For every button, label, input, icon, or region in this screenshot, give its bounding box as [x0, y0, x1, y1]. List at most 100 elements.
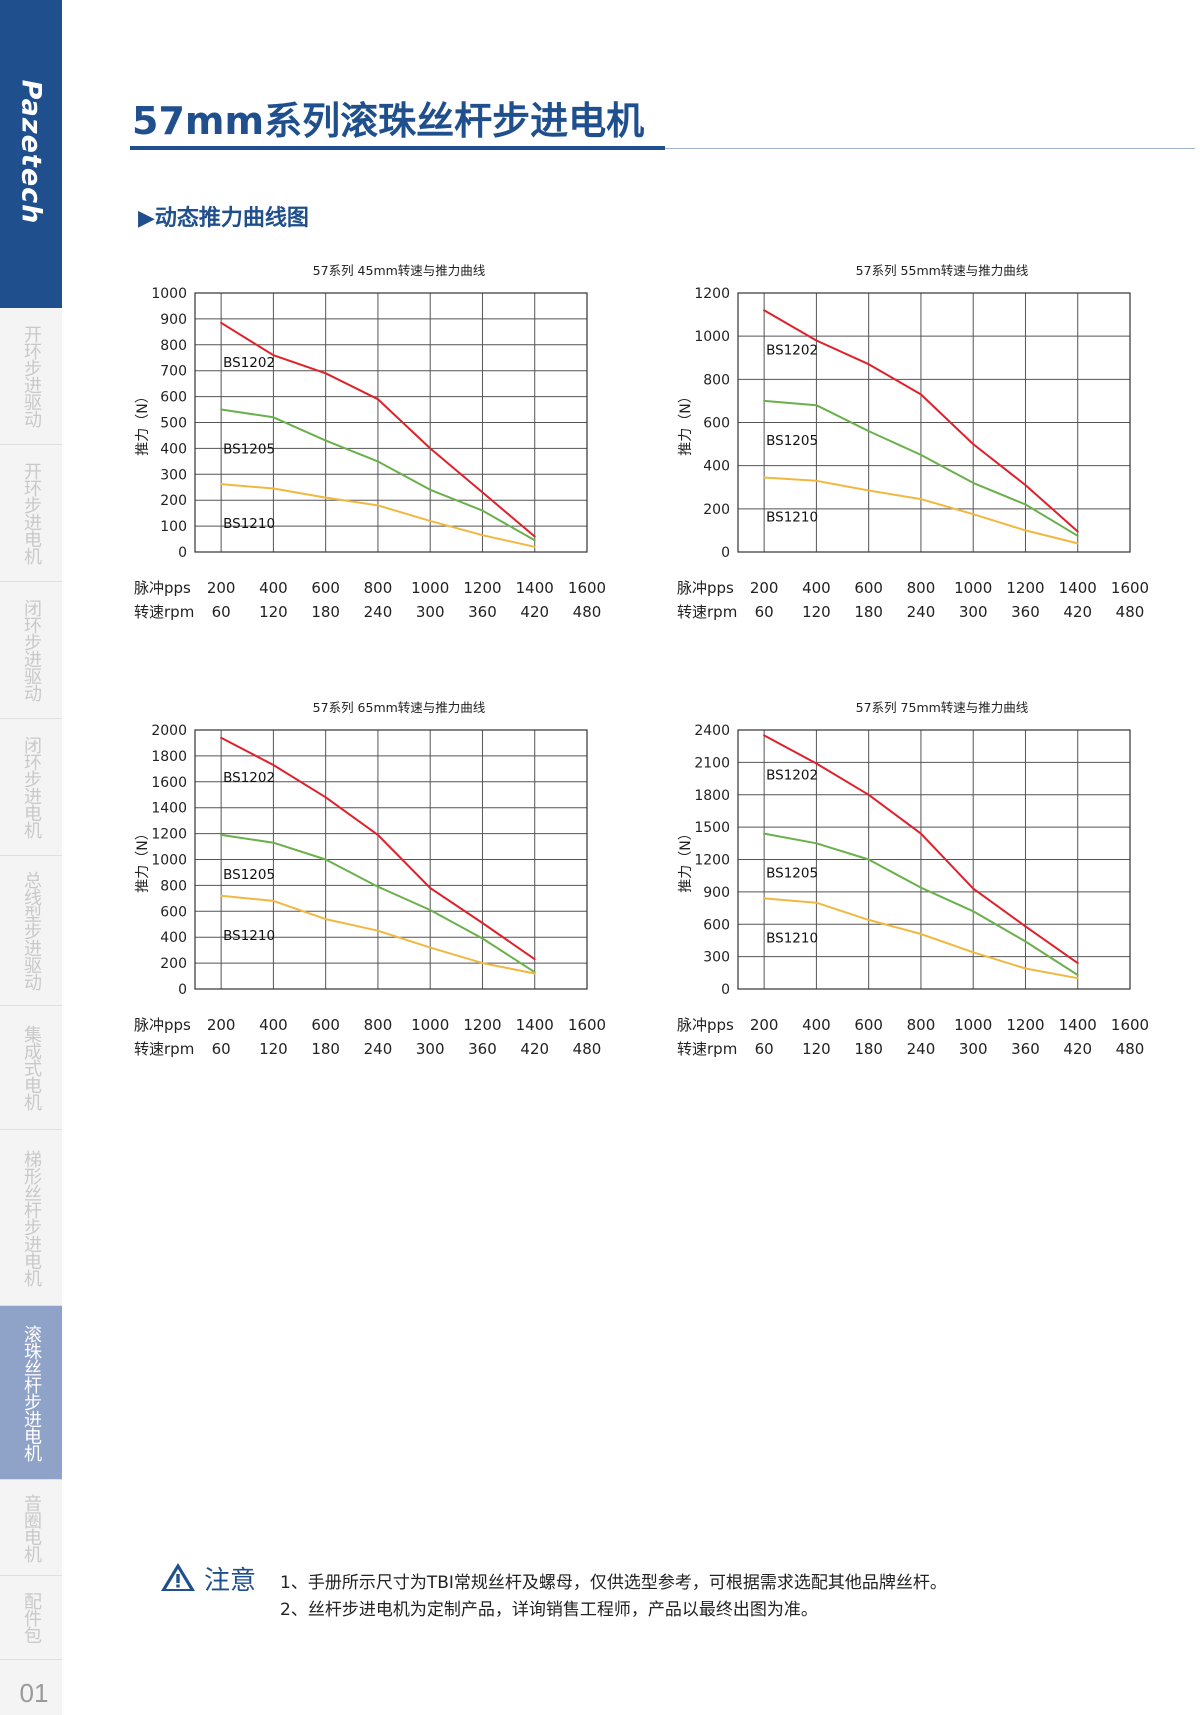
x-tick-pps: 200 [207, 1016, 236, 1034]
y-tick-label: 500 [160, 416, 187, 432]
series-label-bs1205: BS1205 [223, 867, 275, 883]
x-tick-rpm: 60 [755, 1040, 774, 1058]
notes: 注意 1、手册所示尺寸为TBI常规丝杆及螺母，仅供选型参考，可根据需求选配其他品… [160, 1560, 1160, 1630]
y-axis-label: 推力（N） [678, 826, 694, 892]
x-tick-pps: 1400 [1059, 1016, 1097, 1034]
x-tick-rpm: 240 [364, 603, 393, 621]
chart-title: 57系列 45mm转速与推力曲线 [313, 263, 486, 278]
sidebar-item-6[interactable]: 集成式电机 [0, 1006, 62, 1130]
series-label-bs1202: BS1202 [223, 770, 275, 786]
sidebar-item-9[interactable]: 音圈电机 [0, 1480, 62, 1576]
section-heading: ▶动态推力曲线图 [138, 206, 309, 231]
x-tick-pps: 1600 [568, 1016, 606, 1034]
x-tick-rpm: 300 [959, 1040, 988, 1058]
x-tick-pps: 1200 [1006, 579, 1044, 597]
series-line-bs1205 [220, 833, 536, 974]
series-line-bs1210 [220, 483, 536, 548]
y-axis-label: 推力（N） [135, 826, 151, 892]
series-line-bs1205 [763, 399, 1079, 537]
x-tick-pps: 400 [802, 1016, 831, 1034]
x-row-label-pps: 脉冲pps [134, 579, 191, 597]
y-tick-label: 1800 [694, 788, 730, 804]
y-tick-label: 600 [703, 917, 730, 933]
y-axis-label: 推力（N） [678, 389, 694, 455]
chart-65mm-svg: 57系列 65mm转速与推力曲线 0 200 400 600 800 1000 1200 140… [134, 700, 606, 1058]
x-tick-pps: 200 [207, 579, 236, 597]
x-tick-pps: 600 [854, 579, 883, 597]
x-tick-rpm: 60 [755, 603, 774, 621]
x-tick-pps: 1000 [954, 1016, 992, 1034]
chart-75mm: 57系列 75mm转速与推力曲线 0 300 600 900 1200 1500 1800 21… [675, 692, 1195, 1112]
series-label-bs1205: BS1205 [766, 866, 818, 882]
x-tick-rpm: 480 [1116, 1040, 1145, 1058]
sidebar-item-1[interactable]: 开环步进驱动 [0, 308, 62, 445]
y-tick-label: 1200 [694, 853, 730, 869]
series-label-bs1205: BS1205 [223, 442, 275, 458]
y-tick-label: 2400 [694, 723, 730, 739]
x-row-label-pps: 脉冲pps [134, 1016, 191, 1034]
x-row-label-rpm: 转速rpm [134, 603, 194, 621]
sidebar-item-3[interactable]: 闭环步进驱动 [0, 582, 62, 719]
x-tick-rpm: 60 [212, 603, 231, 621]
sidebar-item-4[interactable]: 闭环步进电机 [0, 719, 62, 856]
x-tick-rpm: 180 [311, 603, 340, 621]
y-tick-label: 0 [178, 982, 187, 998]
x-tick-pps: 800 [907, 1016, 936, 1034]
notes-label: 注意 [204, 1566, 257, 1596]
x-tick-rpm: 120 [259, 603, 288, 621]
sidebar-item-label: 总线型步进驱动 [21, 871, 42, 990]
x-tick-pps: 800 [907, 579, 936, 597]
x-row-label-pps: 脉冲pps [677, 579, 734, 597]
x-tick-pps: 1200 [463, 579, 501, 597]
series-line-bs1210 [220, 894, 536, 975]
y-tick-label: 800 [160, 878, 187, 894]
series-label-bs1210: BS1210 [223, 928, 275, 944]
sidebar-item-7[interactable]: 梯形丝杆步进电机 [0, 1130, 62, 1306]
chart-title: 57系列 75mm转速与推力曲线 [856, 700, 1029, 715]
x-tick-pps: 1600 [568, 579, 606, 597]
x-tick-pps: 1600 [1111, 579, 1149, 597]
y-tick-label: 300 [703, 950, 730, 966]
sidebar-item-label: 闭环步进电机 [21, 736, 42, 838]
sidebar-item-label: 音圈电机 [21, 1493, 42, 1562]
sidebar-item-8[interactable]: 滚珠丝杆步进电机 [0, 1306, 62, 1480]
series-line-bs1210 [763, 897, 1079, 980]
series-line-bs1210 [763, 476, 1079, 545]
y-tick-label: 200 [160, 493, 187, 509]
x-tick-pps: 600 [854, 1016, 883, 1034]
note-line-2: 2、丝杆步进电机为定制产品，详询销售工程师，产品以最终出图为准。 [280, 1600, 818, 1620]
x-tick-rpm: 360 [1011, 603, 1040, 621]
sidebar: Pazetech 开环步进驱动 开环步进电机 闭环步进驱动闭环步进电机总线型步进驱动… [0, 0, 62, 1715]
sidebar-item-10[interactable]: 配件包 [0, 1576, 62, 1660]
x-tick-rpm: 420 [520, 1040, 549, 1058]
y-tick-label: 2000 [151, 723, 187, 739]
x-tick-rpm: 480 [1116, 603, 1145, 621]
x-tick-rpm: 480 [573, 1040, 602, 1058]
brand-logo: Pazetech [15, 79, 47, 225]
sidebar-item-5[interactable]: 总线型步进驱动 [0, 856, 62, 1006]
y-tick-label: 100 [160, 519, 187, 535]
y-tick-label: 800 [160, 338, 187, 354]
x-tick-rpm: 180 [854, 1040, 883, 1058]
chart-45mm: 57系列 45mm转速与推力曲线 0 100 200 300 400 500 600 700 80… [132, 255, 652, 675]
x-tick-pps: 600 [311, 1016, 340, 1034]
x-row-label-rpm: 转速rpm [677, 1040, 737, 1058]
chart-title: 57系列 55mm转速与推力曲线 [856, 263, 1029, 278]
plot-border [194, 729, 588, 990]
series-line-bs1202 [763, 734, 1079, 965]
x-tick-rpm: 360 [468, 1040, 497, 1058]
x-tick-pps: 1000 [411, 579, 449, 597]
sidebar-item-label: 滚珠丝杆步进电机 [21, 1324, 42, 1461]
chart-65mm: 57系列 65mm转速与推力曲线 0 200 400 600 800 1000 1200 140… [132, 692, 652, 1112]
y-tick-label: 600 [160, 904, 187, 920]
y-tick-label: 600 [703, 416, 730, 432]
series-label-bs1210: BS1210 [766, 510, 818, 526]
sidebar-item-2[interactable]: 开环步进电机 [0, 445, 62, 582]
x-tick-pps: 600 [311, 579, 340, 597]
chart-45mm-svg: 57系列 45mm转速与推力曲线 0 100 200 300 400 500 600 700 80… [134, 263, 606, 621]
y-tick-label: 300 [160, 467, 187, 483]
sidebar-nav: 开环步进驱动 开环步进电机 闭环步进驱动闭环步进电机总线型步进驱动集成式电机 梯形丝杆… [0, 308, 62, 1660]
x-row-label-rpm: 转速rpm [134, 1040, 194, 1058]
x-tick-pps: 800 [364, 579, 393, 597]
series-line-bs1202 [763, 309, 1079, 533]
